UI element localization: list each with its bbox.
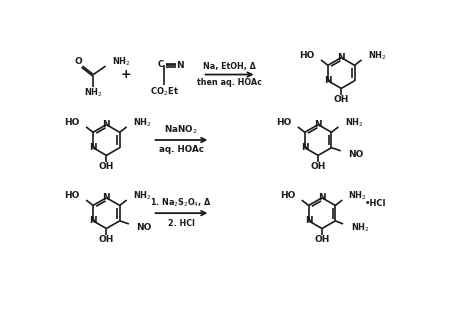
Text: OH: OH <box>334 96 349 104</box>
Text: OH: OH <box>311 162 326 171</box>
Text: OH: OH <box>99 162 114 171</box>
Text: NH$_2$: NH$_2$ <box>368 49 387 62</box>
Text: N: N <box>337 53 345 62</box>
Text: +: + <box>120 68 131 81</box>
Text: HO: HO <box>280 191 295 200</box>
Text: NH$_2$: NH$_2$ <box>348 189 367 202</box>
Text: N: N <box>314 120 322 129</box>
Text: NH$_2$: NH$_2$ <box>345 116 363 128</box>
Text: N: N <box>324 76 332 85</box>
Text: NH$_2$: NH$_2$ <box>133 189 152 202</box>
Text: N: N <box>89 143 97 152</box>
Text: •HCl: •HCl <box>364 199 386 208</box>
Text: N: N <box>102 120 110 129</box>
Text: NO: NO <box>136 223 151 232</box>
Text: N: N <box>177 61 184 70</box>
Text: Na, EtOH, Δ: Na, EtOH, Δ <box>203 62 256 71</box>
Text: HO: HO <box>65 191 80 200</box>
Text: N: N <box>301 143 309 152</box>
Text: N: N <box>305 216 312 225</box>
Text: aq. HOAc: aq. HOAc <box>159 145 203 155</box>
Text: NO: NO <box>348 150 363 159</box>
Text: NaNO$_2$: NaNO$_2$ <box>164 124 198 136</box>
Text: OH: OH <box>99 235 114 244</box>
Text: HO: HO <box>299 51 315 60</box>
Text: OH: OH <box>314 235 329 244</box>
Text: NH$_2$: NH$_2$ <box>351 222 370 234</box>
Text: then aq. HOAc: then aq. HOAc <box>197 78 262 87</box>
Text: HO: HO <box>276 118 292 127</box>
Text: NH$_2$: NH$_2$ <box>133 116 152 128</box>
Text: CO$_2$Et: CO$_2$Et <box>150 85 178 98</box>
Text: C: C <box>158 60 164 69</box>
Text: N: N <box>318 193 326 202</box>
Text: 1. Na$_2$S$_2$O$_4$, Δ: 1. Na$_2$S$_2$O$_4$, Δ <box>150 197 212 209</box>
Text: O: O <box>74 57 82 66</box>
Text: N: N <box>89 216 97 225</box>
Text: NH$_2$: NH$_2$ <box>84 87 103 99</box>
Text: NH$_2$: NH$_2$ <box>112 55 131 68</box>
Text: HO: HO <box>65 118 80 127</box>
Text: N: N <box>102 193 110 202</box>
Text: 2. HCl: 2. HCl <box>168 219 194 228</box>
